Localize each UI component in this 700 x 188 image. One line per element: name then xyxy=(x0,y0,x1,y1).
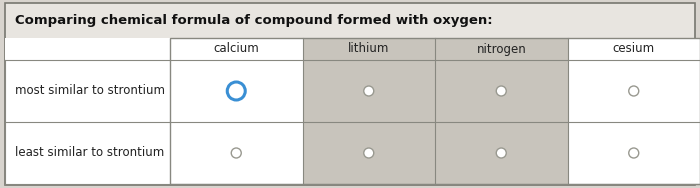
Text: cesium: cesium xyxy=(612,42,654,55)
Circle shape xyxy=(364,86,374,96)
Text: lithium: lithium xyxy=(348,42,389,55)
Text: most similar to strontium: most similar to strontium xyxy=(15,84,165,98)
Bar xyxy=(170,38,700,184)
Text: Comparing chemical formula of compound formed with oxygen:: Comparing chemical formula of compound f… xyxy=(15,14,493,27)
Text: calcium: calcium xyxy=(214,42,259,55)
Text: least similar to strontium: least similar to strontium xyxy=(15,146,164,159)
Text: nitrogen: nitrogen xyxy=(477,42,526,55)
Bar xyxy=(5,38,700,184)
Circle shape xyxy=(231,148,241,158)
Circle shape xyxy=(496,86,506,96)
Circle shape xyxy=(496,148,506,158)
Bar xyxy=(302,38,435,184)
Circle shape xyxy=(629,148,638,158)
Bar xyxy=(435,38,568,184)
Circle shape xyxy=(364,148,374,158)
Circle shape xyxy=(228,82,245,100)
Circle shape xyxy=(629,86,638,96)
